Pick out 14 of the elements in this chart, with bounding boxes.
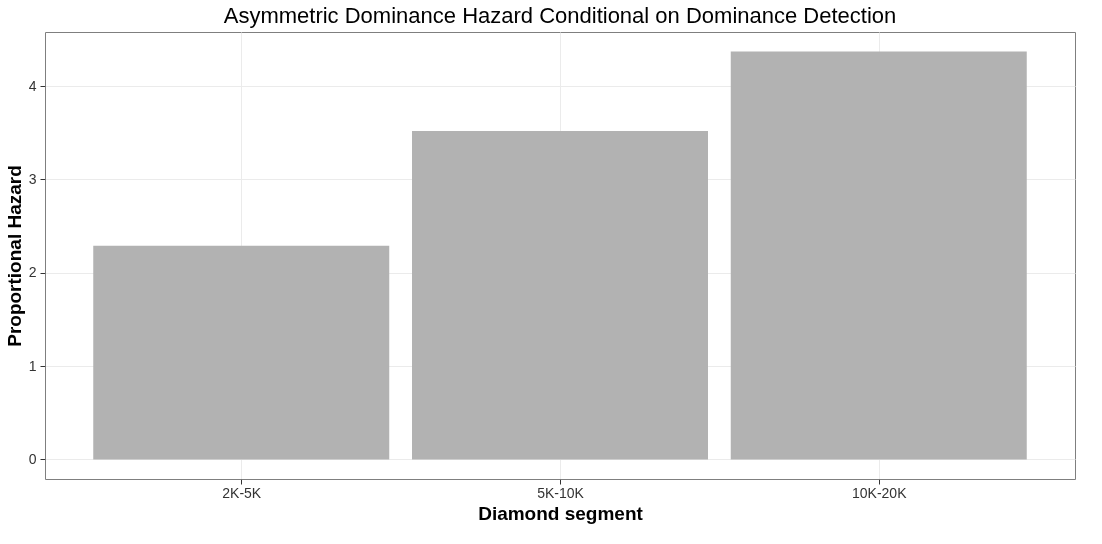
y-tick-label: 1 bbox=[28, 357, 37, 374]
bar bbox=[412, 130, 708, 460]
x-tick-label: 2K-5K bbox=[222, 484, 262, 501]
chart-title: Asymmetric Dominance Hazard Conditional on Dominance Detection bbox=[223, 3, 897, 28]
y-tick-label: 0 bbox=[28, 450, 37, 467]
y-tick-label: 2 bbox=[28, 264, 37, 281]
y-tick-label: 4 bbox=[28, 77, 37, 94]
x-tick-label: 10K-20K bbox=[852, 484, 908, 501]
bar bbox=[730, 51, 1027, 460]
x-axis-title: Diamond segment bbox=[478, 502, 644, 524]
y-axis-title: Proportional Hazard bbox=[3, 165, 25, 347]
x-tick-label: 5K-10K bbox=[537, 484, 585, 501]
y-tick-label: 3 bbox=[28, 170, 37, 187]
bar bbox=[93, 245, 390, 460]
